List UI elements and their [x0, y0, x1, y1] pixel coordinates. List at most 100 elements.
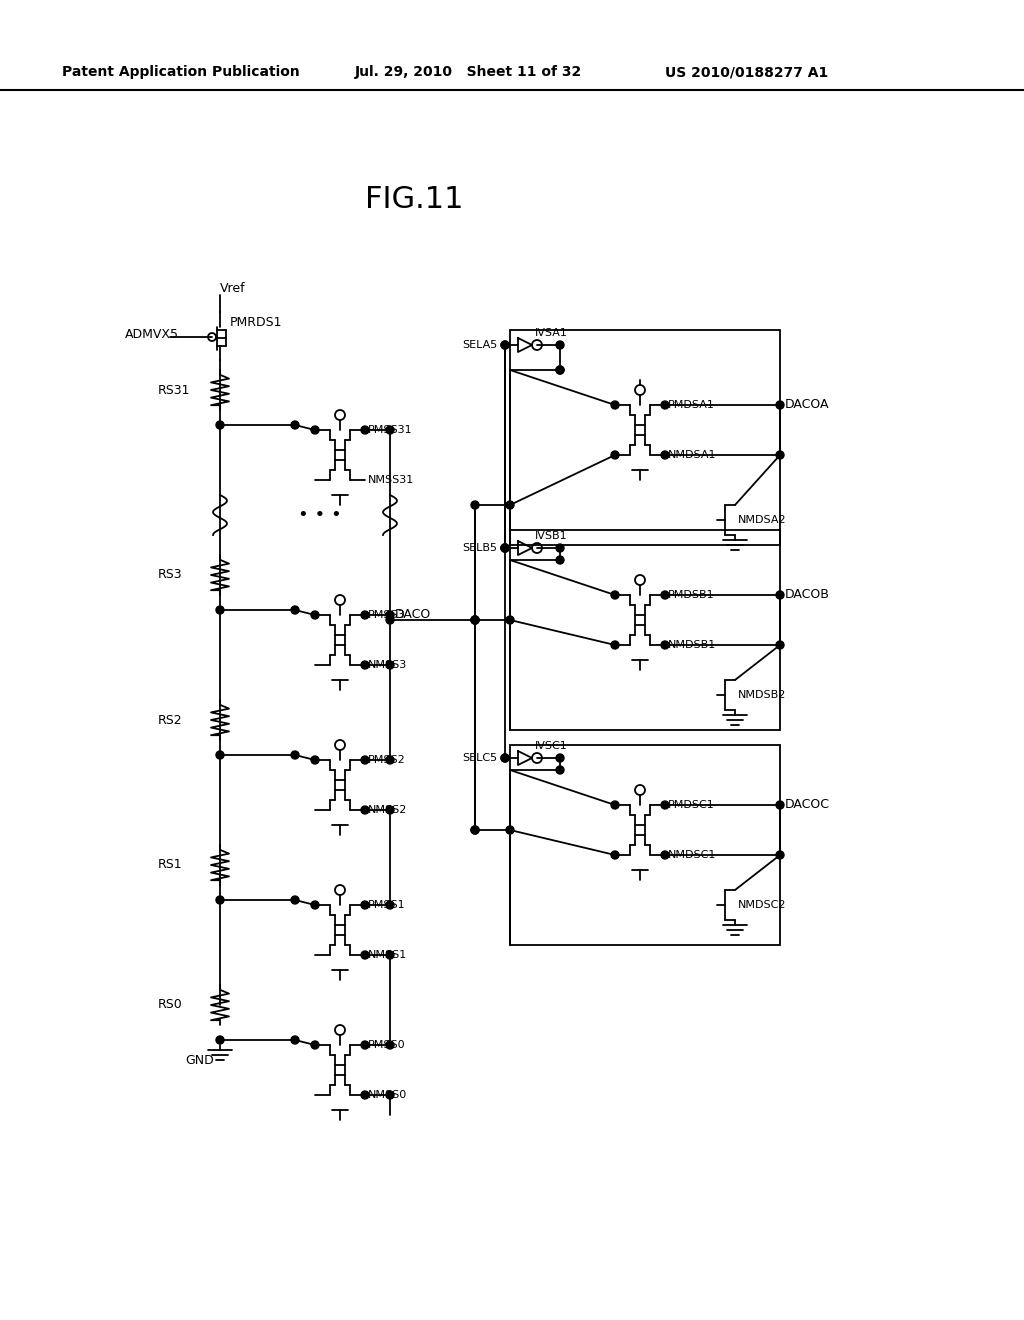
Text: NMDSA1: NMDSA1 — [668, 450, 717, 459]
Text: US 2010/0188277 A1: US 2010/0188277 A1 — [665, 65, 828, 79]
Text: IVSC1: IVSC1 — [535, 741, 567, 751]
Circle shape — [776, 591, 784, 599]
Circle shape — [311, 611, 319, 619]
Text: DACOC: DACOC — [785, 799, 830, 812]
Circle shape — [556, 544, 564, 552]
Circle shape — [386, 1092, 394, 1100]
Circle shape — [501, 544, 509, 552]
Circle shape — [386, 616, 394, 624]
Text: NMSS31: NMSS31 — [368, 475, 415, 484]
Text: NMDSC2: NMDSC2 — [738, 900, 786, 909]
Circle shape — [611, 851, 618, 859]
Circle shape — [662, 401, 669, 409]
Circle shape — [361, 661, 369, 669]
Circle shape — [611, 591, 618, 599]
Circle shape — [291, 896, 299, 904]
Circle shape — [386, 807, 394, 814]
Circle shape — [662, 801, 669, 809]
Circle shape — [291, 421, 299, 429]
Circle shape — [361, 426, 369, 434]
Circle shape — [501, 544, 509, 552]
Circle shape — [386, 611, 394, 619]
Text: DACOA: DACOA — [785, 399, 829, 412]
Text: PMDSB1: PMDSB1 — [668, 590, 715, 601]
Circle shape — [216, 896, 224, 904]
Circle shape — [386, 950, 394, 960]
Circle shape — [501, 341, 509, 348]
Text: RS1: RS1 — [158, 858, 182, 871]
Circle shape — [611, 801, 618, 809]
Circle shape — [361, 950, 369, 960]
Circle shape — [662, 451, 669, 459]
Circle shape — [776, 851, 784, 859]
Text: NMDSB1: NMDSB1 — [668, 640, 716, 649]
Circle shape — [556, 341, 564, 348]
Circle shape — [556, 366, 564, 374]
Text: SELC5: SELC5 — [462, 752, 497, 763]
Text: FIG.11: FIG.11 — [365, 186, 464, 214]
Circle shape — [662, 642, 669, 649]
Text: DACO: DACO — [395, 609, 431, 622]
Circle shape — [216, 751, 224, 759]
Circle shape — [311, 426, 319, 434]
Circle shape — [361, 1092, 369, 1100]
Circle shape — [471, 502, 479, 510]
Circle shape — [291, 606, 299, 614]
Circle shape — [471, 826, 479, 834]
Circle shape — [556, 754, 564, 762]
Circle shape — [386, 756, 394, 764]
Circle shape — [501, 754, 509, 762]
Text: ADMVX5: ADMVX5 — [125, 329, 179, 342]
Circle shape — [662, 591, 669, 599]
Text: NMDSA2: NMDSA2 — [738, 515, 786, 525]
Text: IVSA1: IVSA1 — [535, 327, 568, 338]
Text: NMSS0: NMSS0 — [368, 1090, 408, 1100]
Circle shape — [501, 754, 509, 762]
Circle shape — [776, 801, 784, 809]
Circle shape — [386, 661, 394, 669]
Text: NMSS1: NMSS1 — [368, 950, 408, 960]
Text: PMDSC1: PMDSC1 — [668, 800, 715, 810]
Text: PMDSA1: PMDSA1 — [668, 400, 715, 411]
Text: PMRDS1: PMRDS1 — [230, 315, 283, 329]
Text: DACOB: DACOB — [785, 589, 829, 602]
Circle shape — [291, 751, 299, 759]
Text: NMSS2: NMSS2 — [368, 805, 408, 814]
Circle shape — [776, 451, 784, 459]
Circle shape — [471, 826, 479, 834]
Text: PMSS3: PMSS3 — [368, 610, 406, 620]
Text: SELB5: SELB5 — [462, 543, 497, 553]
Circle shape — [501, 544, 509, 552]
Circle shape — [216, 606, 224, 614]
Circle shape — [216, 1036, 224, 1044]
Bar — [510, 744, 780, 945]
Circle shape — [776, 401, 784, 409]
Circle shape — [471, 616, 479, 624]
Text: RS0: RS0 — [158, 998, 182, 1011]
Circle shape — [216, 421, 224, 429]
Circle shape — [506, 616, 514, 624]
Text: Jul. 29, 2010   Sheet 11 of 32: Jul. 29, 2010 Sheet 11 of 32 — [355, 65, 583, 79]
Text: RS3: RS3 — [158, 569, 182, 582]
Circle shape — [471, 616, 479, 624]
Bar — [510, 330, 780, 545]
Text: • • •: • • • — [298, 506, 342, 524]
Circle shape — [501, 341, 509, 348]
Text: SELA5: SELA5 — [462, 341, 498, 350]
Circle shape — [556, 366, 564, 374]
Circle shape — [361, 611, 369, 619]
Circle shape — [776, 642, 784, 649]
Bar — [510, 531, 780, 730]
Text: PMSS0: PMSS0 — [368, 1040, 406, 1049]
Text: PMSS2: PMSS2 — [368, 755, 406, 766]
Text: PMSS31: PMSS31 — [368, 425, 413, 436]
Text: NMDSB2: NMDSB2 — [738, 690, 786, 700]
Text: IVSB1: IVSB1 — [535, 531, 567, 541]
Circle shape — [611, 642, 618, 649]
Circle shape — [386, 1041, 394, 1049]
Circle shape — [311, 756, 319, 764]
Text: GND: GND — [185, 1053, 214, 1067]
Circle shape — [611, 401, 618, 409]
Circle shape — [556, 556, 564, 564]
Text: Vref: Vref — [220, 281, 246, 294]
